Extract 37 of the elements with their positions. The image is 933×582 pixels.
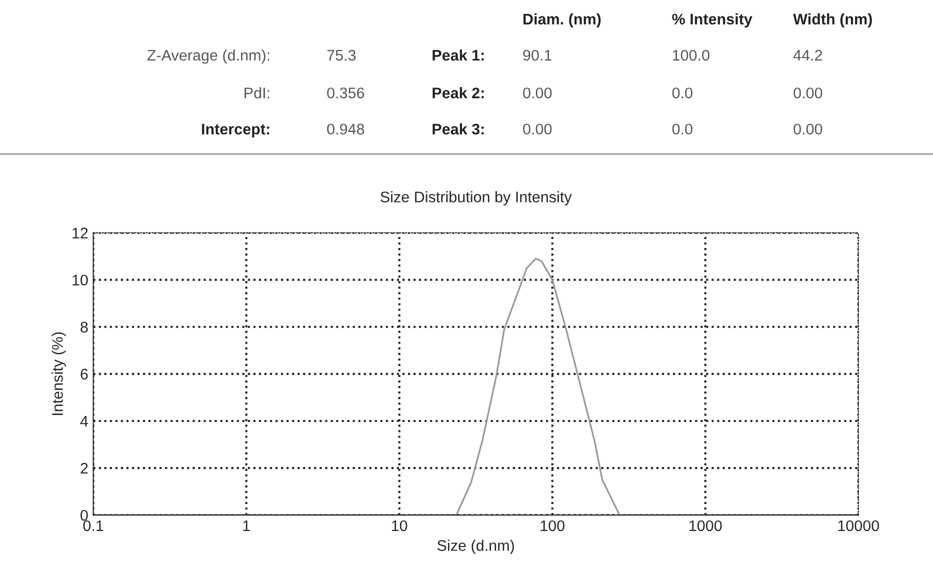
y-tick-label: 10 [72, 274, 88, 286]
text: 0.0 [672, 88, 692, 98]
x-tick-label: 0.1 [83, 520, 104, 532]
text: 0.00 [523, 124, 552, 135]
text: 100.0 [672, 50, 710, 61]
text: Intercept: [202, 124, 270, 138]
x-tick-label: 100 [540, 520, 564, 532]
text: 75.3 [327, 50, 356, 61]
text: 0.948 [327, 124, 364, 135]
text: 90.1 [523, 50, 552, 61]
y-tick-label: 0 [80, 510, 88, 521]
text: PdI: [244, 87, 270, 98]
text: 44.2 [793, 50, 822, 61]
text: 0.356 [327, 88, 364, 98]
text: Width (nm) [793, 13, 872, 28]
y-axis-title: Intensity (%) [52, 332, 66, 415]
text: Diam. (nm) [524, 13, 601, 28]
y-tick-label: 12 [72, 228, 88, 238]
chart-title: Size Distribution by Intensity [380, 191, 572, 206]
text: 0.00 [794, 88, 822, 98]
x-tick-label: 1 [243, 520, 250, 532]
text: Peak 2: [432, 87, 484, 98]
text: 0.00 [523, 88, 552, 98]
text: Z-Average (d.nm): [147, 49, 270, 64]
x-tick-label: 10000 [838, 520, 880, 532]
y-tick-label: 8 [80, 322, 88, 333]
x-axis-title: Size (d.nm) [437, 540, 514, 554]
text: Peak 1: [432, 49, 484, 61]
text: 0.0 [672, 124, 692, 135]
y-tick-label: 2 [80, 462, 88, 474]
y-tick-label: 4 [80, 416, 88, 427]
x-tick-label: 10 [392, 520, 408, 532]
y-tick-label: 6 [80, 368, 88, 380]
text: Peak 3: [432, 123, 484, 135]
text: 0.00 [794, 124, 822, 135]
x-tick-label: 1000 [690, 520, 722, 532]
text: % Intensity [672, 13, 752, 28]
